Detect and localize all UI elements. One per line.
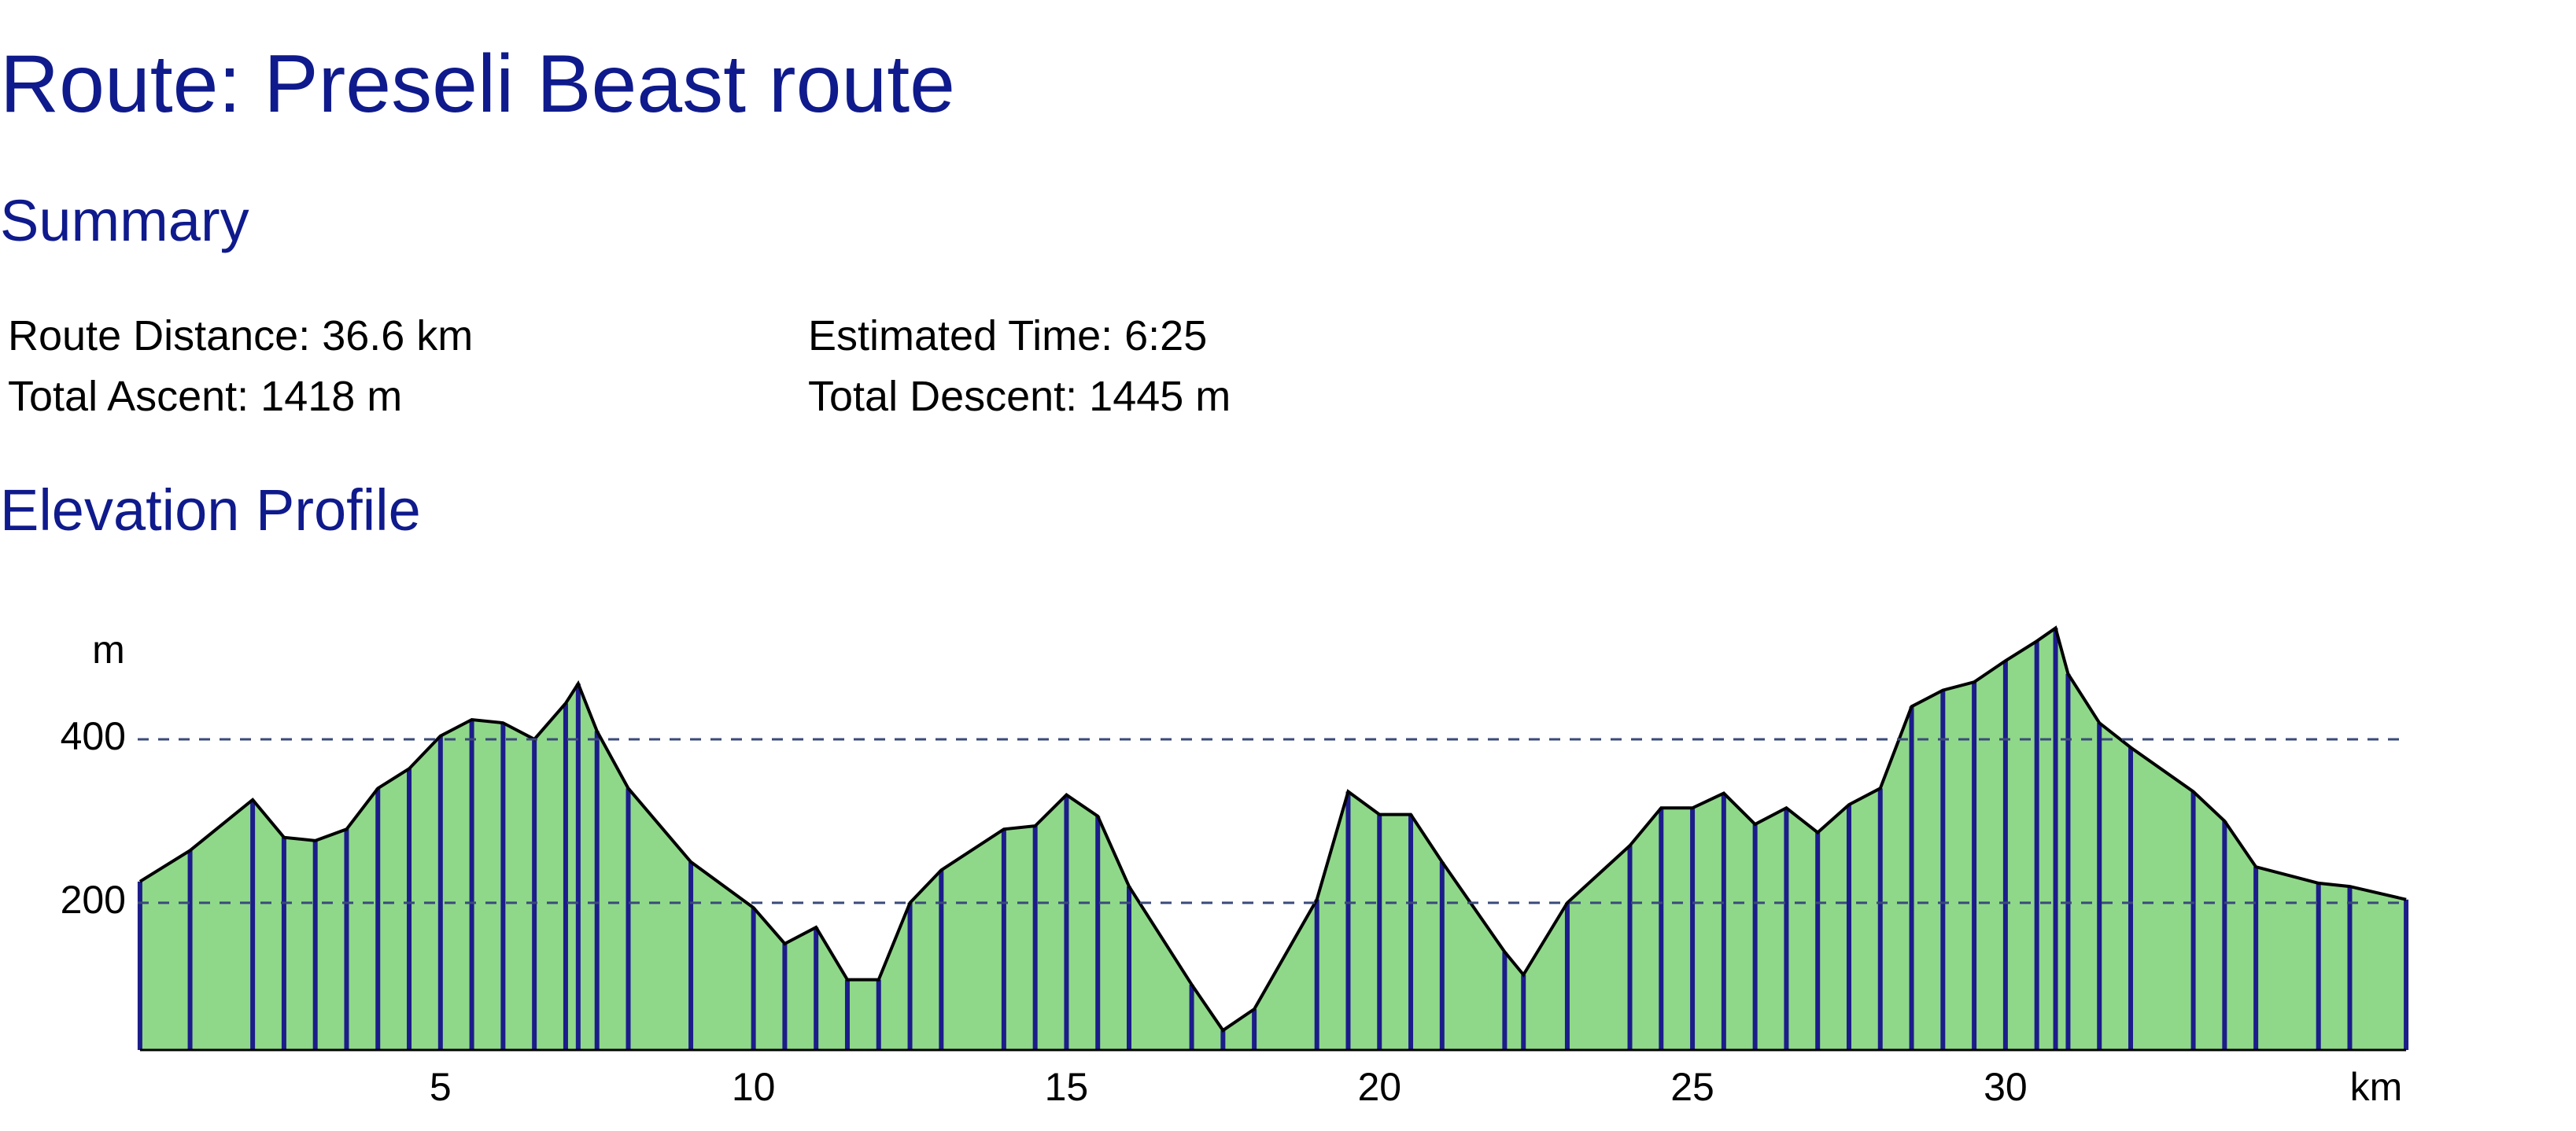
x-unit: km — [2350, 1065, 2403, 1109]
profile-heading: Elevation Profile — [0, 477, 421, 543]
elevation-line — [138, 625, 2407, 1033]
area-fill — [139, 628, 2407, 1050]
x-tick-label: 10 — [732, 1065, 776, 1109]
y-unit: m — [92, 628, 125, 672]
y-tick-label: 200 — [61, 878, 126, 922]
x-tick-label: 5 — [430, 1065, 452, 1109]
summary-item: Total Descent: 1445 m — [808, 373, 1231, 420]
y-tick-label: 400 — [61, 714, 126, 758]
x-tick-label: 30 — [1984, 1065, 2028, 1109]
x-tick-label: 25 — [1670, 1065, 1714, 1109]
summary-item: Estimated Time: 6:25 — [808, 312, 1208, 359]
x-tick-label: 20 — [1357, 1065, 1401, 1109]
summary-item: Total Ascent: 1418 m — [8, 373, 403, 420]
summary-item: Route Distance: 36.6 km — [8, 312, 474, 359]
x-tick-label: 15 — [1045, 1065, 1089, 1109]
title: Route: Preseli Beast route — [0, 39, 955, 130]
summary-heading: Summary — [0, 188, 249, 253]
